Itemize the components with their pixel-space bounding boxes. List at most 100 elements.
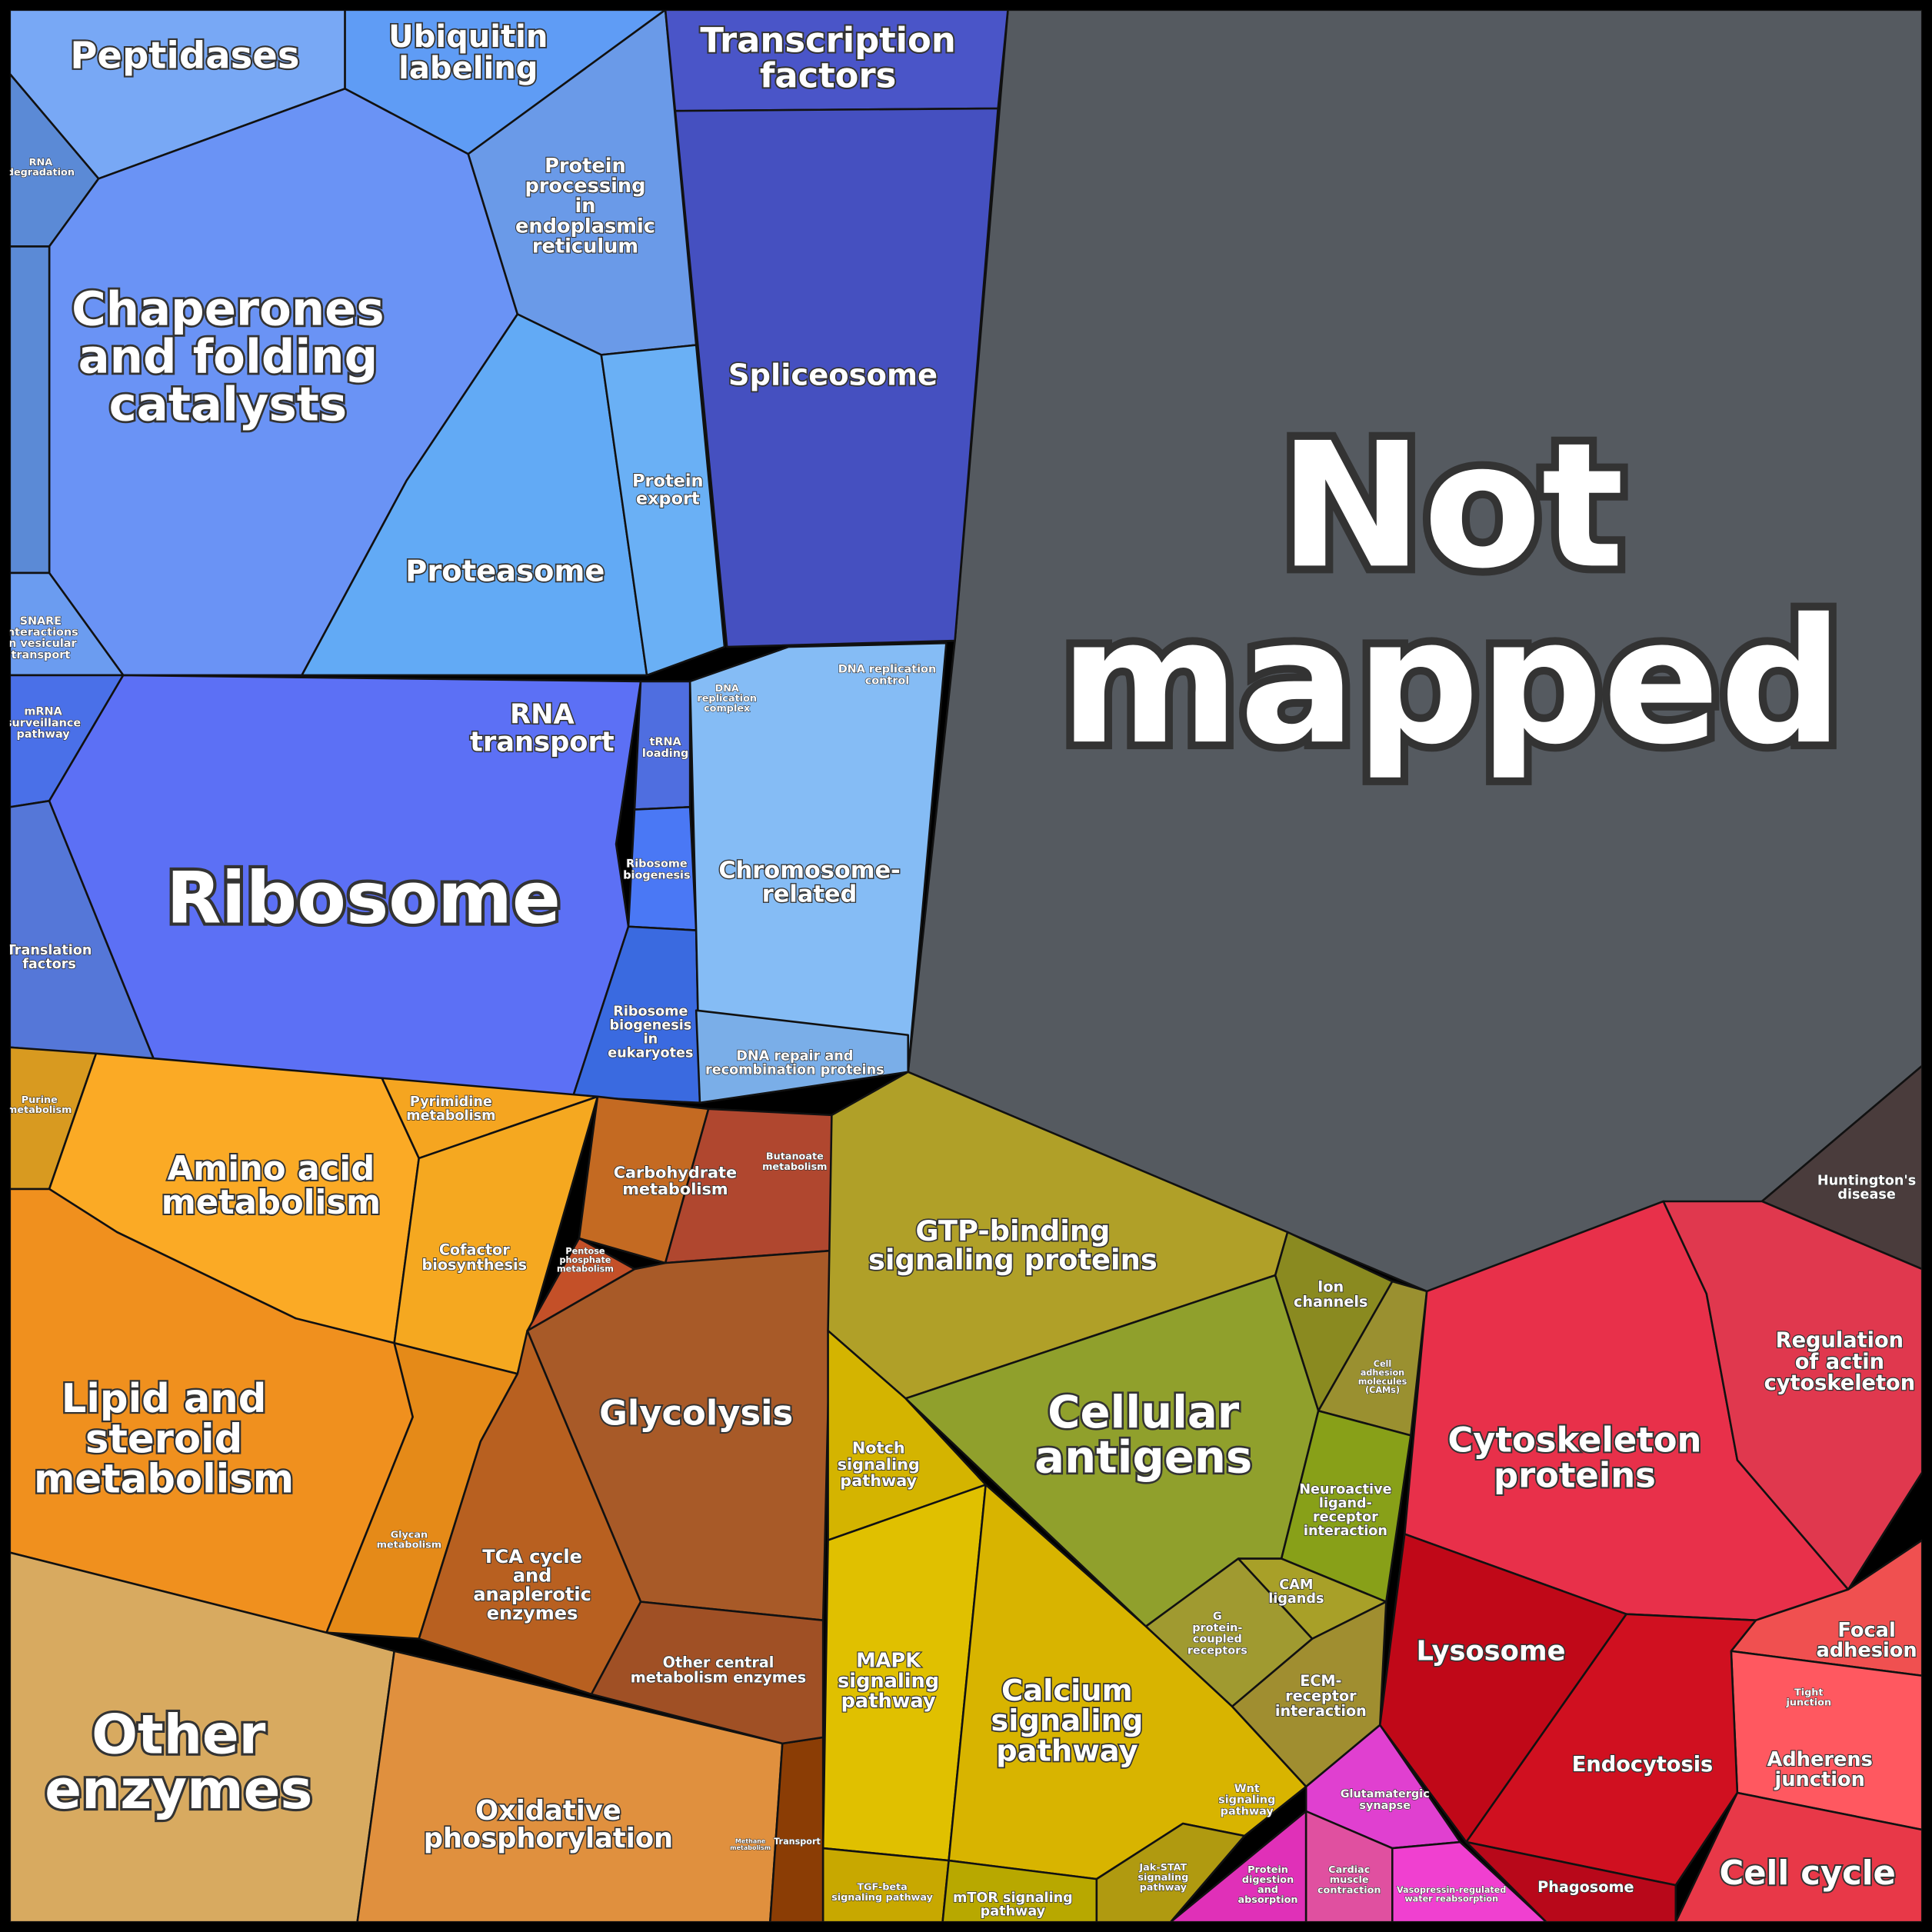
region-label: metabolism enzymes: [631, 1669, 806, 1687]
region-label: Cardiac: [1328, 1864, 1370, 1876]
region-cell: [674, 107, 999, 648]
region-label: RNA: [29, 157, 53, 168]
region-label: Notch: [852, 1439, 905, 1457]
region-label: Huntington's: [1817, 1173, 1916, 1188]
region-label: DNA: [715, 683, 739, 695]
region-label: metabolism: [377, 1540, 441, 1551]
region-label: processing: [525, 175, 645, 198]
region-label: water reabsorption: [1404, 1894, 1498, 1904]
region-label: and: [1257, 1884, 1278, 1896]
region-label: MAPK: [856, 1650, 921, 1673]
region-label: G: [1213, 1611, 1222, 1623]
region-label: biogenesis: [623, 869, 690, 881]
region-cell: [1662, 1200, 1924, 1591]
region-label: Vasopressin-regulated: [1397, 1885, 1506, 1895]
region-label: Pyrimidine: [410, 1094, 492, 1110]
region-label: digestion: [1242, 1874, 1294, 1886]
region-label: interactions: [3, 627, 78, 639]
region-label: signaling: [838, 1670, 939, 1693]
region-label: channels: [1294, 1293, 1367, 1311]
region-label: junction: [1774, 1768, 1865, 1791]
region-label: Adherens: [1767, 1748, 1873, 1771]
region-label: Ribosome: [613, 1004, 688, 1020]
region-label: receptor: [1313, 1510, 1378, 1525]
region-label: transport: [470, 726, 615, 758]
region-label: metabolism: [730, 1844, 771, 1851]
region-label: Cofactor: [439, 1241, 510, 1258]
region-label: Proteasome: [405, 554, 605, 588]
region-label: surveillance: [5, 717, 81, 729]
region-label: pathway: [841, 1690, 936, 1713]
region-label: (CAMs): [1365, 1385, 1400, 1395]
region-label: Ribosome: [166, 857, 561, 940]
region-label: Focal: [1837, 1619, 1895, 1642]
region-label: Chaperones: [72, 281, 385, 336]
region-label: transport: [11, 649, 70, 661]
region-label: proteins: [1494, 1454, 1656, 1495]
region-label: TGF-beta: [857, 1882, 907, 1894]
region-label: antigens: [1034, 1431, 1252, 1484]
region-label: in: [644, 1031, 658, 1047]
region-label: Glycolysis: [599, 1393, 793, 1434]
region-label: molecules: [1358, 1377, 1407, 1387]
region-label: receptor: [1285, 1687, 1357, 1705]
region-label: Regulation: [1776, 1329, 1904, 1353]
region-label: cytoskeleton: [1764, 1371, 1916, 1395]
region-label: Jak-STAT: [1138, 1862, 1187, 1874]
region-label: DNA replication: [838, 664, 936, 676]
region-label: eukaryotes: [608, 1045, 693, 1061]
region-label: pathway: [1221, 1805, 1274, 1817]
region-label: Cell: [1374, 1359, 1392, 1369]
region-label: Lipid and: [62, 1376, 267, 1422]
region-label: interaction: [1304, 1524, 1387, 1539]
region-label: endoplasmic: [515, 215, 655, 238]
region-label: pathway: [996, 1734, 1138, 1768]
region-label: Purine: [22, 1094, 58, 1106]
region-label: ligand-: [1319, 1496, 1372, 1511]
region-label: RNA: [510, 698, 575, 730]
region-label: metabolism: [762, 1161, 827, 1173]
region-label: DNA repair and: [736, 1049, 853, 1064]
region-label: synapse: [1359, 1800, 1411, 1812]
region-label: ligands: [1268, 1591, 1324, 1607]
region-label: receptors: [1188, 1644, 1247, 1657]
region-label: Transport: [774, 1837, 821, 1847]
region-label: tRNA: [650, 736, 682, 748]
region-label: pathway: [840, 1471, 917, 1490]
region-label: in vesicular: [5, 638, 77, 650]
region-label: Chromosome-: [718, 858, 900, 884]
region-label: Not: [1279, 405, 1624, 606]
region-label: junction: [1785, 1697, 1831, 1709]
region-label: absorption: [1237, 1894, 1297, 1906]
region-label: labeling: [398, 51, 538, 86]
region-label: replication: [697, 693, 757, 705]
region-label: steroid: [85, 1416, 243, 1462]
region-label: signaling: [991, 1704, 1143, 1738]
region-label: signaling: [838, 1455, 920, 1474]
region-label: metabolism: [406, 1108, 495, 1124]
region-label: Glutamatergic: [1341, 1788, 1430, 1800]
region-label: Carbohydrate: [614, 1164, 737, 1182]
region-label: CAM: [1279, 1577, 1313, 1593]
region-label: mapped: [1060, 581, 1844, 782]
region-label: signaling: [1138, 1872, 1188, 1884]
region-label: Pentose: [565, 1246, 605, 1256]
region-label: and folding: [78, 329, 378, 384]
region-label: recombination proteins: [705, 1063, 884, 1078]
region-label: signaling proteins: [868, 1244, 1158, 1277]
region-label: export: [636, 489, 700, 509]
region-label: Phagosome: [1537, 1878, 1634, 1896]
region-label: biogenesis: [609, 1018, 691, 1034]
cells: [8, 8, 1924, 1924]
region-label: muscle: [1330, 1874, 1369, 1886]
region-label: metabolism: [622, 1180, 728, 1198]
region-label: Ubiquitin: [388, 19, 548, 55]
region-label: Transcription: [700, 20, 955, 61]
region-cell: [590, 1601, 824, 1745]
region-label: Tight: [1794, 1687, 1824, 1699]
region-label: degradation: [7, 167, 75, 178]
region-label: Neuroactive: [1299, 1482, 1391, 1497]
